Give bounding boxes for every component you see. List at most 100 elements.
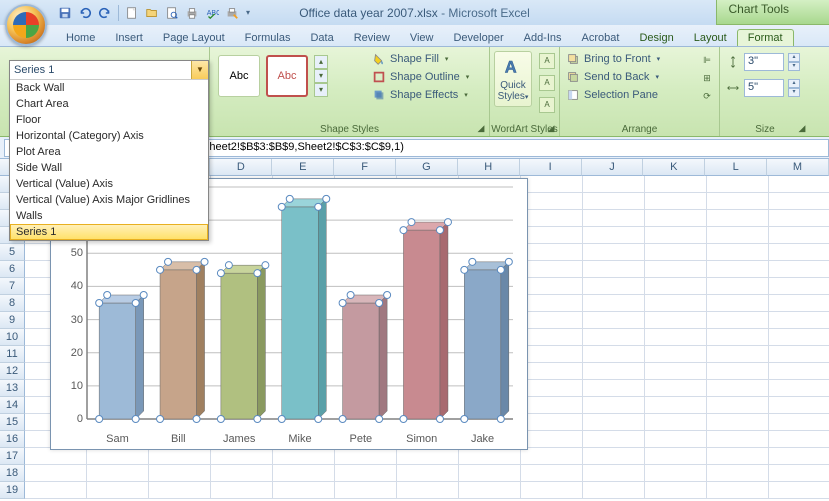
save-icon[interactable] xyxy=(56,4,74,22)
tab-home[interactable]: Home xyxy=(56,30,105,46)
redo-icon[interactable] xyxy=(96,4,114,22)
dropdown-option[interactable]: Walls xyxy=(10,208,208,224)
tab-formulas[interactable]: Formulas xyxy=(235,30,301,46)
quickprint-icon[interactable] xyxy=(223,4,241,22)
tab-developer[interactable]: Developer xyxy=(443,30,513,46)
shape-effects-button[interactable]: Shape Effects▾ xyxy=(370,87,471,103)
ribbon-tabs: HomeInsertPage LayoutFormulasDataReviewV… xyxy=(0,25,829,47)
dropdown-option[interactable]: Floor xyxy=(10,112,208,128)
tab-review[interactable]: Review xyxy=(344,30,400,46)
quick-access-toolbar: ABC ▾ xyxy=(56,4,253,22)
row-header[interactable]: 11 xyxy=(0,346,25,363)
send-to-back-button[interactable]: Send to Back▾ xyxy=(566,69,713,85)
dropdown-option[interactable]: Chart Area xyxy=(10,96,208,112)
row-header[interactable]: 15 xyxy=(0,414,25,431)
col-header[interactable]: D xyxy=(210,159,272,176)
row-header[interactable]: 10 xyxy=(0,329,25,346)
dropdown-option[interactable]: Plot Area xyxy=(10,144,208,160)
width-spinner[interactable]: ▴▾ xyxy=(788,79,800,97)
office-button[interactable] xyxy=(5,4,47,46)
row-header[interactable]: 19 xyxy=(0,482,25,499)
tab-layout[interactable]: Layout xyxy=(684,30,737,46)
row-header[interactable]: 7 xyxy=(0,278,25,295)
height-spinner[interactable]: ▴▾ xyxy=(788,53,800,71)
row-header[interactable]: 12 xyxy=(0,363,25,380)
x-tick-label: Mike xyxy=(288,433,311,445)
shape-gallery-spinner[interactable]: ▴▾▾ xyxy=(314,55,328,97)
text-effects-icon[interactable]: A xyxy=(539,97,555,113)
height-icon xyxy=(726,55,740,69)
spell-icon[interactable]: ABC xyxy=(203,4,221,22)
dropdown-option[interactable]: Back Wall xyxy=(10,80,208,96)
tab-view[interactable]: View xyxy=(400,30,444,46)
dialog-launcher-icon[interactable]: ◢ xyxy=(545,122,557,134)
col-header[interactable]: L xyxy=(705,159,767,176)
col-header[interactable]: F xyxy=(334,159,396,176)
text-outline-icon[interactable]: A xyxy=(539,75,555,91)
y-tick-label: 10 xyxy=(59,380,83,392)
print-icon[interactable] xyxy=(183,4,201,22)
tab-add-ins[interactable]: Add-Ins xyxy=(514,30,572,46)
bring-to-front-button[interactable]: Bring to Front▾ xyxy=(566,51,713,67)
tab-acrobat[interactable]: Acrobat xyxy=(572,30,630,46)
tab-data[interactable]: Data xyxy=(300,30,343,46)
row-header[interactable]: 8 xyxy=(0,295,25,312)
chevron-down-icon[interactable]: ▼ xyxy=(191,61,208,79)
qat-customize-icon[interactable]: ▾ xyxy=(243,4,253,22)
row-header[interactable]: 9 xyxy=(0,312,25,329)
height-input[interactable]: 3" xyxy=(744,53,784,71)
align-icon[interactable]: ⊫ xyxy=(699,53,715,69)
tab-design[interactable]: Design xyxy=(629,30,683,46)
x-tick-label: Simon xyxy=(406,433,437,445)
tab-page-layout[interactable]: Page Layout xyxy=(153,30,235,46)
x-tick-label: Pete xyxy=(350,433,373,445)
dropdown-selected[interactable]: Series 1 ▼ xyxy=(10,61,208,80)
row-header[interactable]: 5 xyxy=(0,244,25,261)
undo-icon[interactable] xyxy=(76,4,94,22)
new-icon[interactable] xyxy=(123,4,141,22)
y-tick-label: 30 xyxy=(59,314,83,326)
row-header[interactable]: 13 xyxy=(0,380,25,397)
group-shape-styles: Abc Abc ▴▾▾ Shape Fill▾ Shape Outline▾ S… xyxy=(210,47,490,136)
col-header[interactable]: H xyxy=(458,159,520,176)
tab-insert[interactable]: Insert xyxy=(105,30,153,46)
shape-outline-button[interactable]: Shape Outline▾ xyxy=(370,69,471,85)
chart-element-dropdown[interactable]: Series 1 ▼ Back WallChart AreaFloorHoriz… xyxy=(9,60,209,241)
col-header[interactable]: J xyxy=(582,159,644,176)
col-header[interactable]: K xyxy=(643,159,705,176)
tab-format[interactable]: Format xyxy=(737,29,794,46)
dialog-launcher-icon[interactable]: ◢ xyxy=(475,122,487,134)
shape-fill-button[interactable]: Shape Fill▾ xyxy=(370,51,471,67)
quick-styles-button[interactable]: A QuickStyles▾ xyxy=(494,51,532,107)
row-header[interactable]: 16 xyxy=(0,431,25,448)
filename: Office data year 2007.xlsx xyxy=(299,6,438,20)
col-header[interactable]: G xyxy=(396,159,458,176)
row-header[interactable]: 18 xyxy=(0,465,25,482)
rotate-icon[interactable]: ⟳ xyxy=(699,89,715,105)
dropdown-option[interactable]: Vertical (Value) Axis Major Gridlines xyxy=(10,192,208,208)
col-header[interactable]: I xyxy=(520,159,582,176)
col-header[interactable]: M xyxy=(767,159,829,176)
dialog-launcher-icon[interactable]: ◢ xyxy=(796,122,808,134)
dropdown-option[interactable]: Vertical (Value) Axis xyxy=(10,176,208,192)
formula-input[interactable]: =SERIES(,Sheet2!$B$3:$B$9,Sheet2!$C$3:$C… xyxy=(144,139,829,157)
text-fill-icon[interactable]: A xyxy=(539,53,555,69)
x-tick-label: Jake xyxy=(471,433,494,445)
row-header[interactable]: 14 xyxy=(0,397,25,414)
preview-icon[interactable] xyxy=(163,4,181,22)
shape-preset-3[interactable]: Abc xyxy=(266,55,308,97)
row-header[interactable]: 17 xyxy=(0,448,25,465)
y-tick-label: 50 xyxy=(59,247,83,259)
selection-pane-button[interactable]: Selection Pane xyxy=(566,87,713,103)
row-header[interactable]: 6 xyxy=(0,261,25,278)
col-header[interactable]: E xyxy=(272,159,334,176)
group-icon[interactable]: ⊞ xyxy=(699,71,715,87)
width-input[interactable]: 5" xyxy=(744,79,784,97)
open-icon[interactable] xyxy=(143,4,161,22)
group-label: Arrange xyxy=(560,124,719,135)
x-tick-label: James xyxy=(223,433,255,445)
dropdown-option[interactable]: Horizontal (Category) Axis xyxy=(10,128,208,144)
dropdown-option[interactable]: Side Wall xyxy=(10,160,208,176)
shape-preset-2[interactable]: Abc xyxy=(218,55,260,97)
dropdown-option[interactable]: Series 1 xyxy=(10,224,208,240)
